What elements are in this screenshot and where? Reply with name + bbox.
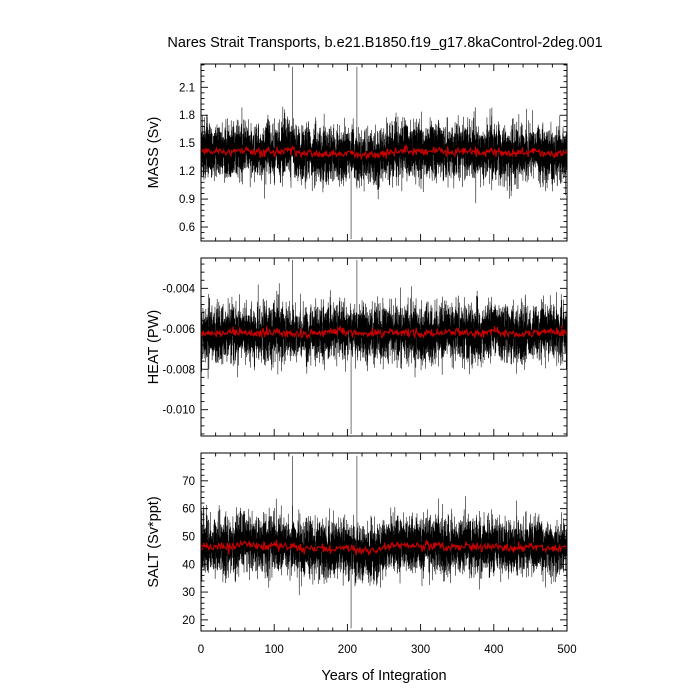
salt-annual-series [201, 538, 567, 556]
mass-y-tick-label: 1.5 [179, 138, 195, 150]
mass-y-tick-label: 0.6 [179, 222, 195, 234]
mass-annual-series [201, 144, 567, 161]
salt-y-tick-label: 40 [182, 559, 195, 571]
salt-y-tick-label: 70 [182, 476, 195, 488]
x-tick-label: 300 [411, 644, 430, 656]
x-tick-label: 400 [484, 644, 503, 656]
salt-y-tick-label: 60 [182, 504, 195, 516]
x-tick-label: 500 [557, 644, 576, 656]
salt-y-tick-label: 30 [182, 587, 195, 599]
mass-y-tick-label: 2.1 [179, 82, 195, 94]
salt-y-axis-label: SALT (Sv*ppt) [146, 496, 162, 587]
mass-monthly-series [201, 66, 567, 240]
panel-salt: 20 30 40 50 60 70 0 100 200 300 400 500 SALT (Sv*ppt… [146, 452, 577, 656]
panel-mass: 0.6 0.9 1.2 1.5 1.8 2.1 MASS (Sv) [146, 63, 568, 242]
mass-y-axis-label: MASS (Sv) [146, 117, 162, 189]
mass-y-tick-label: 1.8 [179, 110, 195, 122]
heat-y-axis-label: HEAT (PW) [146, 310, 162, 384]
mass-plot-frame [200, 63, 568, 242]
x-tick-label: 100 [265, 644, 284, 656]
mass-y-tick-label: 1.2 [179, 166, 195, 178]
mass-y-tick-label: 0.9 [179, 194, 195, 206]
x-tick-label: 200 [338, 644, 357, 656]
chart-title: Nares Strait Transports, b.e21.B1850.f19… [167, 35, 602, 51]
heat-y-tick-label: -0.004 [162, 283, 195, 295]
x-axis-label: Years of Integration [321, 668, 446, 684]
panel-heat: -0.010 -0.008 -0.006 -0.004 HEAT (PW) [146, 257, 568, 437]
heat-plot-frame [200, 257, 568, 437]
heat-y-tick-label: -0.008 [162, 364, 195, 376]
heat-annual-series [201, 325, 567, 340]
salt-y-tick-label: 50 [182, 531, 195, 543]
salt-y-tick-label: 20 [182, 615, 195, 627]
heat-y-tick-label: -0.006 [162, 324, 195, 336]
heat-y-tick-label: -0.010 [162, 405, 195, 417]
salt-monthly-series [201, 455, 567, 629]
x-tick-label: 0 [198, 644, 204, 656]
heat-monthly-series [201, 260, 567, 434]
